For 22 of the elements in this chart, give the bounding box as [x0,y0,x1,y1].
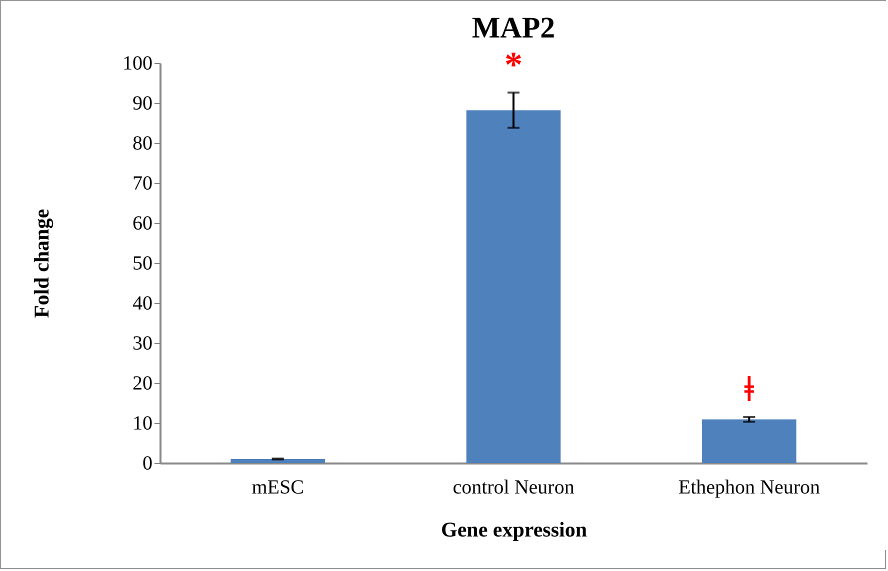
y-tick-label: 70 [132,172,152,194]
x-tick-label: Ethephon Neuron [678,476,820,498]
y-tick-label: 60 [132,212,152,234]
y-tick-label: 100 [122,52,152,74]
y-tick-label: 80 [132,132,152,154]
y-tick-label: 20 [132,372,152,394]
y-tick-label: 50 [132,252,152,274]
y-tick-label: 30 [132,332,152,354]
annotation: ǂ [744,369,754,409]
x-tick-label: mESC [252,476,304,498]
bar [230,459,325,463]
y-tick-label: 10 [132,412,152,434]
y-tick-label: 90 [132,92,152,114]
bar [702,419,796,463]
y-tick-label: 0 [142,452,152,474]
annotation: * [504,44,522,85]
chart-title: MAP2 [472,12,556,45]
bar [466,110,561,463]
y-tick-label: 40 [132,292,152,314]
x-axis-title: Gene expression [440,518,588,542]
x-tick-label: control Neuron [452,476,574,498]
y-axis-title: Fold change [30,208,54,318]
